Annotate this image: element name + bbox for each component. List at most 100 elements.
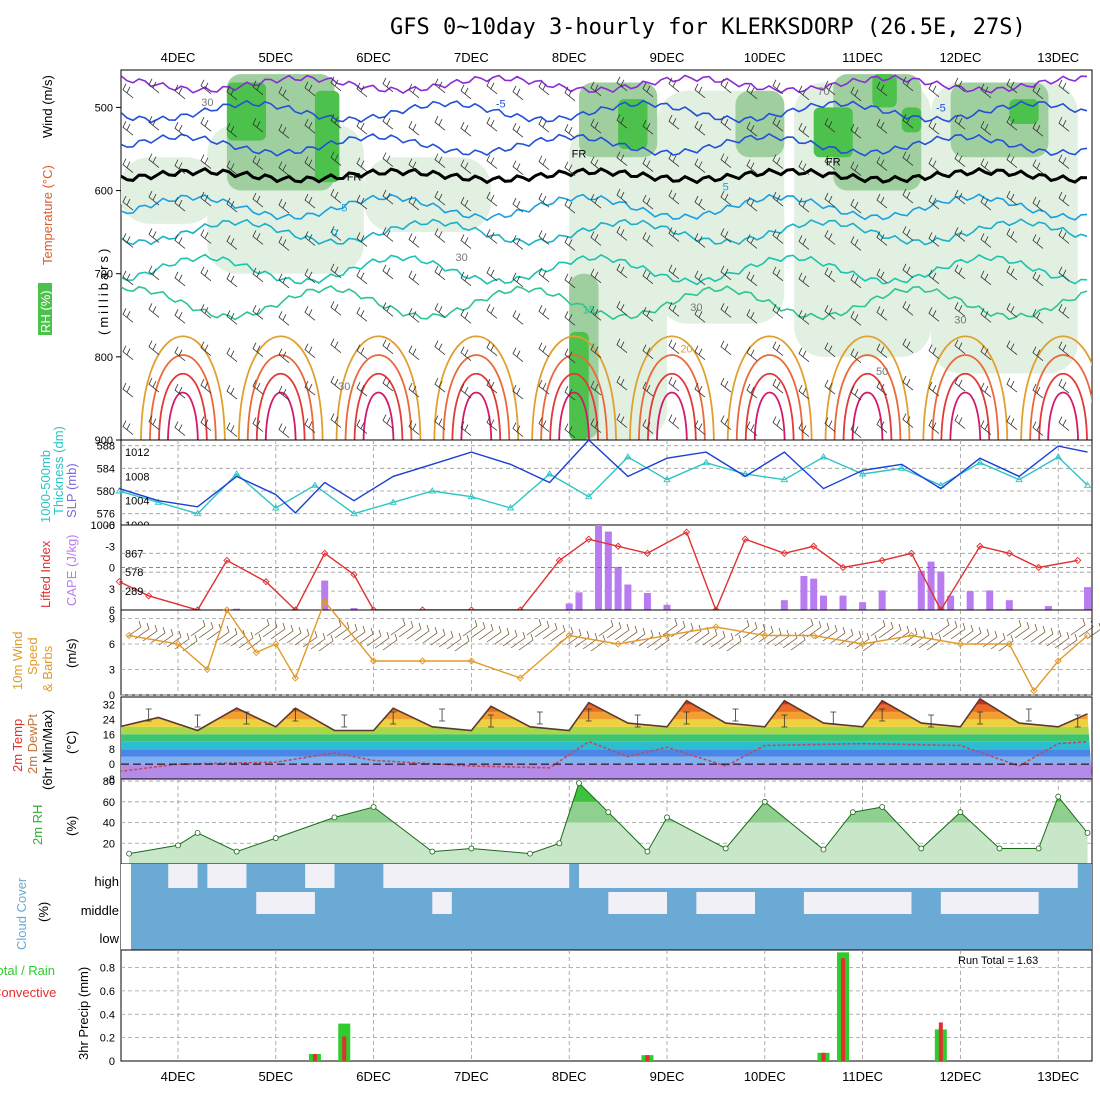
wind-speed-point xyxy=(467,657,476,665)
cape-bar xyxy=(233,608,241,610)
wind-barb xyxy=(798,235,810,250)
cape-bar xyxy=(937,571,945,610)
cape-tick-label: 578 xyxy=(125,567,143,579)
wind-barb xyxy=(278,273,290,289)
temperature-lobe xyxy=(344,354,413,440)
pressure-tick-label: 700 xyxy=(95,269,113,281)
temp-minmax-bar xyxy=(781,714,788,728)
temperature-lobe xyxy=(433,335,520,440)
temperature-lobe xyxy=(1020,335,1092,440)
lifted-index-line xyxy=(118,531,1078,612)
surface-wind-barb xyxy=(438,630,454,648)
wind-barb xyxy=(850,273,862,289)
cape-bar xyxy=(878,590,886,610)
wind-speed-point xyxy=(418,657,427,665)
wind10m-axis-label-3: & Barbs xyxy=(40,645,55,692)
wind-barb xyxy=(746,383,758,399)
temperature-lobe xyxy=(940,372,991,440)
cape-bar xyxy=(663,604,671,610)
wind-barb xyxy=(304,231,316,246)
surface-wind-barb xyxy=(1062,633,1078,651)
surface-wind-barb xyxy=(478,623,494,641)
surface-wind-barb xyxy=(502,629,518,647)
wind-barb xyxy=(1032,84,1044,100)
wind-barb xyxy=(772,378,784,394)
wind-barb xyxy=(1006,153,1018,168)
surface-wind-barb xyxy=(182,634,198,652)
wind-barb xyxy=(928,381,940,397)
wind-barb xyxy=(382,189,394,205)
wind-barb xyxy=(616,413,628,428)
temperature-lobe xyxy=(931,354,1000,440)
wind-barb xyxy=(408,345,420,361)
cape-tick-label: 289 xyxy=(125,586,143,598)
wind-barb xyxy=(876,306,888,321)
wind-barb xyxy=(954,152,966,167)
wind-barb xyxy=(564,348,576,364)
temp-minmax-bar xyxy=(683,711,690,725)
wind-barb xyxy=(720,303,732,318)
wind-barb xyxy=(694,420,706,435)
wind-barb xyxy=(382,115,394,130)
wind-speed-line xyxy=(128,600,1088,693)
wind-barb xyxy=(954,115,966,130)
wind-barb xyxy=(1006,340,1018,356)
surface-wind-barb xyxy=(638,629,654,647)
surface-wind-barb xyxy=(550,624,566,642)
wind-barb xyxy=(538,230,550,245)
wind-barb xyxy=(928,232,940,247)
cape-bar xyxy=(350,608,358,610)
wind-barb xyxy=(850,86,862,102)
wind-barb xyxy=(772,154,784,169)
surface-wind-barb xyxy=(286,626,302,644)
surface-wind-barb xyxy=(342,623,358,641)
rh-point xyxy=(175,842,181,849)
wind-barb xyxy=(798,160,810,175)
wind-barbs xyxy=(122,76,1070,438)
temp-color-band xyxy=(121,756,1092,765)
wind-barb xyxy=(148,78,160,94)
wind-barb xyxy=(122,158,134,173)
surface-wind-barb xyxy=(294,628,310,646)
wind-barb xyxy=(356,307,368,322)
wind-barb xyxy=(356,157,368,172)
slp-axis-label: SLP (mb) xyxy=(64,463,79,518)
cape-bar xyxy=(839,595,847,610)
cape-bar xyxy=(966,591,974,610)
cloud-gap xyxy=(432,892,452,914)
wind-barb xyxy=(668,77,680,93)
wind-barb xyxy=(668,115,680,130)
rh-shade-mid xyxy=(735,90,785,158)
wind-barb xyxy=(1058,341,1070,357)
cape-bar xyxy=(986,590,994,610)
surface-wind-barb xyxy=(470,621,486,639)
contour-label: FR xyxy=(572,148,587,160)
wind-barb xyxy=(512,347,524,363)
wind-speed-point xyxy=(1030,687,1038,695)
lifted-index-point xyxy=(878,556,886,565)
wind-speed-point xyxy=(174,640,182,648)
temp-minmax-bar xyxy=(928,714,935,728)
wind-barb xyxy=(642,307,654,322)
wind-barb xyxy=(330,375,342,391)
wind-barb xyxy=(1058,191,1070,207)
wind-barb xyxy=(590,156,602,171)
wind-barb xyxy=(876,343,888,359)
wind-barb xyxy=(512,123,524,138)
temp-line xyxy=(121,697,1088,732)
pressure-tick-label: 900 xyxy=(95,435,113,447)
wind-barb xyxy=(486,304,498,319)
thickness-point xyxy=(976,458,984,466)
pressure-tick-label: 500 xyxy=(95,102,113,114)
surface-wind-barb xyxy=(198,621,214,639)
wind-barb xyxy=(642,269,654,285)
precip-convective-bar xyxy=(342,1036,347,1061)
wind-barb xyxy=(278,348,290,364)
temperature-lobe xyxy=(726,335,813,440)
wind-barb xyxy=(980,83,992,99)
wind-barb xyxy=(616,188,628,204)
wind-barb xyxy=(200,79,212,95)
surface-wind-barb xyxy=(142,624,158,642)
wind-barb xyxy=(434,153,446,168)
